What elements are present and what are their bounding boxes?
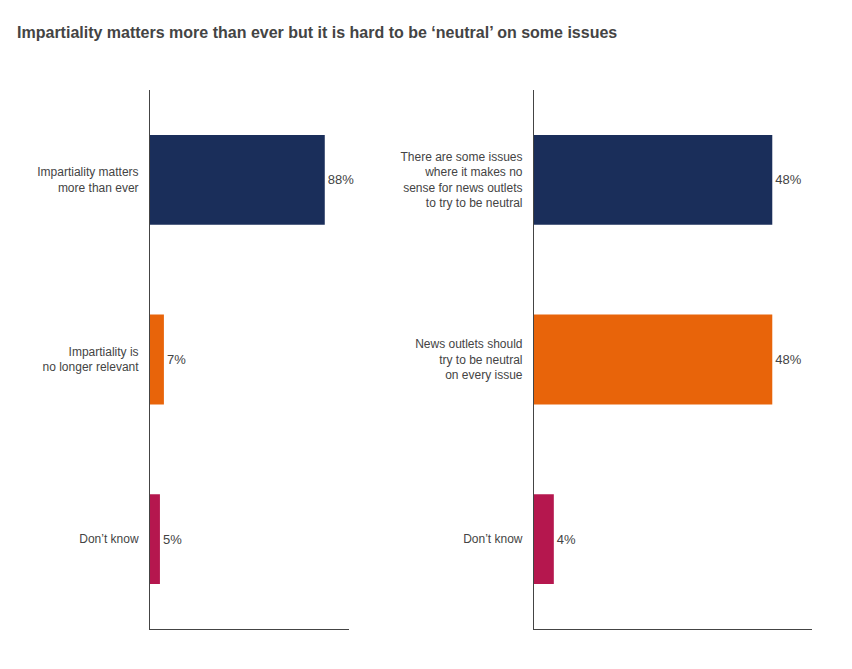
svg-text:Don’t know: Don’t know <box>463 532 523 546</box>
svg-text:5%: 5% <box>163 532 182 547</box>
svg-text:There are some issueswhere it: There are some issueswhere it makes nose… <box>400 150 522 211</box>
svg-text:Impartiality isno longer relev: Impartiality isno longer relevant <box>43 345 140 375</box>
svg-text:Don’t know: Don’t know <box>79 532 139 546</box>
svg-text:48%: 48% <box>775 352 801 367</box>
svg-text:88%: 88% <box>328 172 354 187</box>
svg-text:Impartiality mattersmore than: Impartiality mattersmore than ever <box>37 165 138 195</box>
svg-text:48%: 48% <box>775 172 801 187</box>
svg-text:Impartiality matters more than: Impartiality matters more than ever but … <box>17 24 617 41</box>
svg-text:4%: 4% <box>557 532 576 547</box>
svg-text:7%: 7% <box>167 352 186 367</box>
svg-text:News outlets shouldtry to be n: News outlets shouldtry to be neutralon e… <box>415 337 523 382</box>
